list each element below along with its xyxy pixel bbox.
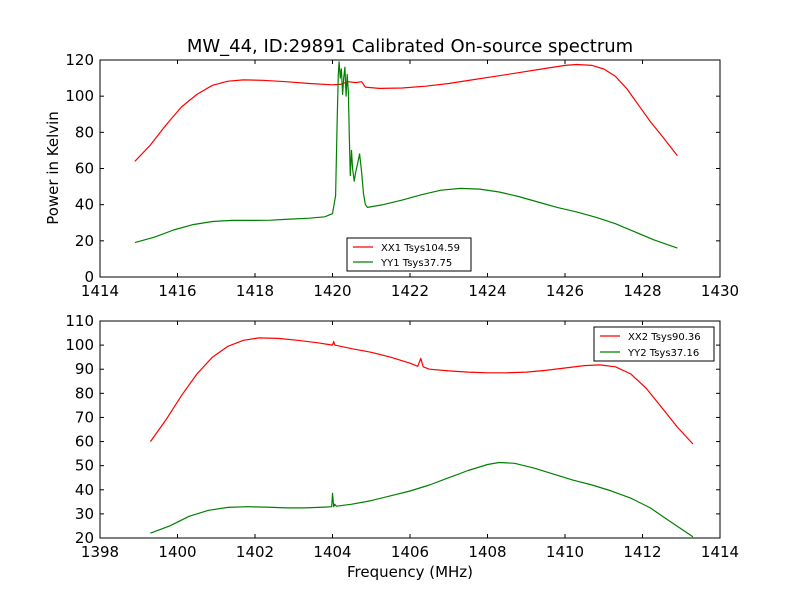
y-tick-label-bottom-2: 40 (75, 481, 94, 499)
tick-group-top: 1414 1416 1418 1420 1422 1424 1426 1428 1430 0 20 4… (65, 51, 739, 300)
y-axis-label-top: Power in Kelvin (44, 111, 62, 225)
y-tick-label-top-2: 40 (75, 196, 94, 214)
figure-title: MW_44, ID:29891 Calibrated On-source spe… (187, 36, 633, 57)
x-tick-label-top-7: 1428 (623, 282, 661, 300)
y-tick-label-bottom-1: 30 (75, 505, 94, 523)
y-tick-label-bottom-6: 80 (75, 384, 94, 402)
legend-box-bottom (593, 326, 715, 362)
y-tick-label-bottom-9: 110 (65, 312, 94, 330)
y-tick-label-top-4: 80 (75, 123, 94, 141)
x-tick-label-bottom-1: 1400 (158, 543, 196, 561)
chart-bottom-panel: 1398 1400 1402 1404 1406 1408 1410 1412 1414 20 30… (65, 312, 739, 581)
y-tick-label-bottom-4: 60 (75, 433, 94, 451)
y-tick-label-bottom-0: 20 (75, 529, 94, 547)
series-line-bottom-0 (149, 337, 694, 445)
x-tick-label-bottom-5: 1408 (468, 543, 506, 561)
series-line-bottom-1 (150, 461, 694, 538)
x-tick-label-top-3: 1420 (313, 282, 351, 300)
y-tick-label-top-3: 60 (75, 160, 94, 178)
series-group-bottom (149, 337, 694, 538)
x-tick-label-bottom-3: 1404 (313, 543, 351, 561)
x-tick-label-bottom-6: 1410 (546, 543, 584, 561)
series-group-top (134, 61, 678, 249)
y-tick-label-top-5: 100 (65, 87, 94, 105)
y-tick-label-bottom-5: 70 (75, 408, 94, 426)
x-tick-label-top-8: 1430 (701, 282, 739, 300)
x-axis-label-bottom: Frequency (MHz) (347, 563, 473, 581)
x-tick-label-bottom-8: 1414 (701, 543, 739, 561)
x-tick-label-bottom-0: 1398 (81, 543, 119, 561)
x-tick-label-top-2: 1418 (236, 282, 274, 300)
y-tick-label-bottom-8: 100 (65, 336, 94, 354)
x-tick-label-bottom-2: 1402 (236, 543, 274, 561)
tick-group-bottom: 1398 1400 1402 1404 1406 1408 1410 1412 1414 20 30… (65, 312, 739, 561)
series-line-top-0 (134, 63, 678, 162)
y-tick-label-bottom-3: 50 (75, 457, 94, 475)
x-tick-label-bottom-4: 1406 (391, 543, 429, 561)
x-tick-label-top-0: 1414 (81, 282, 119, 300)
y-tick-label-top-1: 20 (75, 232, 94, 250)
y-tick-label-top-6: 120 (65, 51, 94, 69)
legend-label-xx2: XX2 Tsys90.36 (628, 332, 701, 343)
y-tick-label-top-0: 0 (84, 268, 94, 286)
x-tick-label-top-4: 1422 (391, 282, 429, 300)
chart-top-panel: 1414 1416 1418 1420 1422 1424 1426 1428 1430 0 20 4… (44, 51, 739, 300)
legend-label-xx1: XX1 Tsys104.59 (381, 243, 460, 254)
x-tick-label-top-1: 1416 (158, 282, 196, 300)
legend-top: XX1 Tsys104.59 YY1 Tsys37.75 (346, 237, 472, 272)
x-tick-label-top-6: 1426 (546, 282, 584, 300)
x-tick-label-bottom-7: 1412 (623, 543, 661, 561)
legend-box-top (346, 237, 472, 272)
legend-bottom: XX2 Tsys90.36 YY2 Tsys37.16 (593, 326, 715, 362)
x-tick-label-top-5: 1424 (468, 282, 506, 300)
y-tick-label-bottom-7: 90 (75, 360, 94, 378)
legend-label-yy2: YY2 Tsys37.16 (627, 348, 699, 359)
legend-label-yy1: YY1 Tsys37.75 (380, 258, 452, 269)
series-line-top-1 (134, 61, 678, 249)
